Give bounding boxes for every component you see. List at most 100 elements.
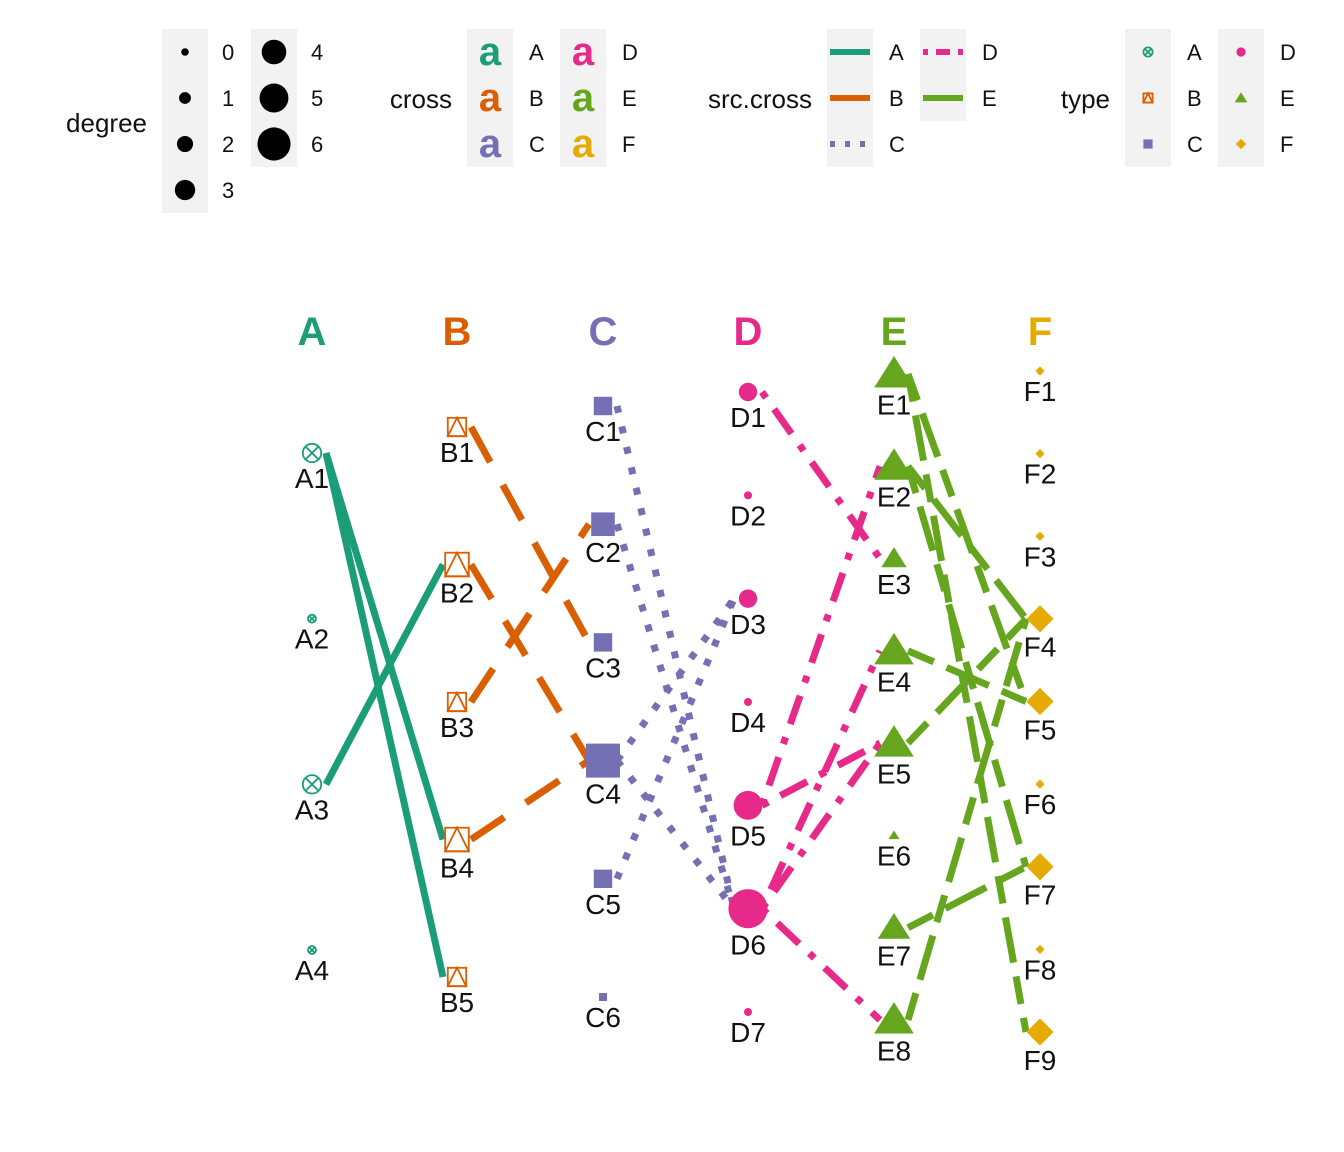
legend-cross-label-A: A <box>529 40 544 65</box>
edge-D5-E5 <box>760 740 882 809</box>
node-E4 <box>874 632 914 665</box>
nodes <box>301 356 1054 1046</box>
edge-E7-F7 <box>906 863 1028 931</box>
legend-degree-key-2 <box>176 135 194 153</box>
node-F3 <box>1035 531 1045 541</box>
node-D4 <box>744 698 752 706</box>
node-C4 <box>586 743 620 778</box>
node-E3 <box>881 547 907 568</box>
node-E8 <box>874 1002 914 1034</box>
legend-src-cross-label-A: A <box>889 40 904 65</box>
legend-cross-key-D: a <box>572 30 595 74</box>
node-D7 <box>744 1008 752 1016</box>
node-label-F4: F4 <box>1024 632 1057 663</box>
legend-type-key-F <box>1235 138 1247 150</box>
node-E7 <box>877 912 911 939</box>
legend-cross-key-A: a <box>479 30 502 74</box>
node-D2 <box>744 491 752 500</box>
node-D1 <box>738 382 758 402</box>
node-label-F3: F3 <box>1024 541 1057 572</box>
node-D5 <box>733 790 763 820</box>
edge-D6-E8 <box>759 906 883 1023</box>
legend-degree-label-0: 0 <box>222 40 234 65</box>
node-E5 <box>874 725 914 757</box>
node-label-C4: C4 <box>585 779 621 810</box>
edge-E2-F4 <box>905 464 1029 622</box>
node-C2 <box>591 512 615 536</box>
edge-E5-F4 <box>905 616 1029 746</box>
node-A4 <box>307 945 317 955</box>
legend-degree-label-4: 4 <box>311 40 323 65</box>
node-label-D1: D1 <box>730 402 766 433</box>
node-label-A3: A3 <box>295 795 329 826</box>
column-header-B: B <box>443 310 472 354</box>
node-label-E2: E2 <box>877 482 911 513</box>
legend-type-label-D: D <box>1280 40 1296 65</box>
edge-D5-E2 <box>758 465 884 807</box>
node-A2 <box>307 613 317 624</box>
node-D3 <box>738 589 758 608</box>
node-F1 <box>1035 366 1045 376</box>
legend-cross-title: cross <box>390 84 452 114</box>
node-label-D3: D3 <box>730 609 766 640</box>
legend-degree-label-2: 2 <box>222 132 234 157</box>
legend-src-cross-label-E: E <box>982 86 997 111</box>
node-B4 <box>443 825 471 853</box>
node-label-F2: F2 <box>1024 459 1057 490</box>
edge-C2-D6 <box>613 523 738 910</box>
legend-degree-title: degree <box>66 108 147 138</box>
legend-type-label-F: F <box>1280 132 1293 157</box>
node-label-D5: D5 <box>730 821 766 852</box>
legend-type-key-B <box>1141 91 1155 104</box>
edge-A1-B5 <box>322 452 447 978</box>
legend-cross-key-C: a <box>479 122 502 166</box>
column-header-E: E <box>881 310 908 354</box>
node-C6 <box>599 993 607 1001</box>
node-label-E5: E5 <box>877 759 911 790</box>
node-E2 <box>874 448 914 480</box>
legend-degree-key-5 <box>259 83 289 113</box>
legend-src-cross-label-D: D <box>982 40 998 65</box>
node-label-F6: F6 <box>1024 789 1057 820</box>
legend-cross-label-D: D <box>622 40 638 65</box>
edge-D6-E5 <box>759 741 883 911</box>
legend-cross-label-E: E <box>622 86 637 111</box>
node-C5 <box>593 869 613 888</box>
labels: A1 A2 A3 A4 B1 B2 B3 B4 B5 C1 C2 C3 C4 C5 C6 D1 D2 D3 D4 D5… <box>295 310 1056 1076</box>
node-E6 <box>888 830 900 840</box>
node-label-F7: F7 <box>1024 880 1057 911</box>
legend-cross-label-C: C <box>529 132 545 157</box>
node-label-F8: F8 <box>1024 954 1057 985</box>
legend-cross-key-E: a <box>572 76 595 120</box>
node-F9 <box>1026 1018 1054 1046</box>
legend-degree-key-1 <box>179 92 191 104</box>
legend-type-key-E <box>1234 92 1248 103</box>
edge-E1-F5 <box>904 372 1030 703</box>
legend-degree-label-6: 6 <box>311 132 323 157</box>
legend-cross-label-B: B <box>529 86 544 111</box>
node-label-C3: C3 <box>585 653 621 684</box>
node-label-B2: B2 <box>440 577 474 608</box>
node-label-C2: C2 <box>585 537 621 568</box>
legend-degree-key-0 <box>181 48 189 56</box>
column-header-F: F <box>1028 310 1052 354</box>
legend-cross-key-B: a <box>479 76 502 120</box>
edge-D1-E3 <box>759 389 883 561</box>
node-F6 <box>1035 779 1045 789</box>
node-label-C5: C5 <box>585 889 621 920</box>
node-label-F5: F5 <box>1024 714 1057 745</box>
edge-E1-F9 <box>904 373 1030 1033</box>
node-label-F1: F1 <box>1024 376 1057 407</box>
column-header-D: D <box>734 310 763 354</box>
node-D6 <box>728 889 768 929</box>
edge-B4-C4 <box>469 757 591 843</box>
column-header-A: A <box>298 310 327 354</box>
legend-type-title: type <box>1061 84 1110 114</box>
node-label-E7: E7 <box>877 941 911 972</box>
edge-C4-D3 <box>614 596 737 763</box>
legend-type-label-B: B <box>1187 86 1202 111</box>
node-label-C1: C1 <box>585 416 621 447</box>
legend-degree-key-6 <box>257 127 291 161</box>
